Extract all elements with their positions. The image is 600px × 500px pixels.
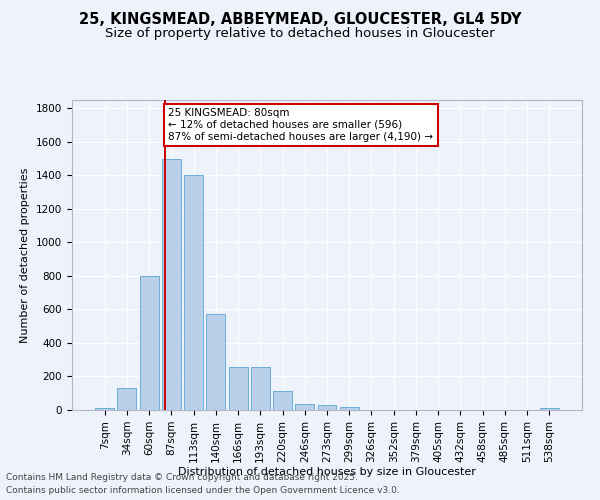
Bar bbox=[251, 368, 270, 410]
Text: Contains public sector information licensed under the Open Government Licence v3: Contains public sector information licen… bbox=[6, 486, 400, 495]
Bar bbox=[540, 408, 559, 410]
Bar bbox=[118, 388, 136, 410]
Bar bbox=[162, 158, 181, 410]
Bar bbox=[95, 408, 114, 410]
Bar bbox=[206, 314, 225, 410]
Bar bbox=[295, 404, 314, 410]
Bar bbox=[184, 176, 203, 410]
Text: Size of property relative to detached houses in Gloucester: Size of property relative to detached ho… bbox=[105, 28, 495, 40]
Bar bbox=[229, 368, 248, 410]
Bar bbox=[317, 405, 337, 410]
X-axis label: Distribution of detached houses by size in Gloucester: Distribution of detached houses by size … bbox=[178, 468, 476, 477]
Bar bbox=[340, 406, 359, 410]
Text: 25, KINGSMEAD, ABBEYMEAD, GLOUCESTER, GL4 5DY: 25, KINGSMEAD, ABBEYMEAD, GLOUCESTER, GL… bbox=[79, 12, 521, 28]
Text: Contains HM Land Registry data © Crown copyright and database right 2025.: Contains HM Land Registry data © Crown c… bbox=[6, 474, 358, 482]
Bar bbox=[273, 390, 292, 410]
Text: 25 KINGSMEAD: 80sqm
← 12% of detached houses are smaller (596)
87% of semi-detac: 25 KINGSMEAD: 80sqm ← 12% of detached ho… bbox=[169, 108, 433, 142]
Y-axis label: Number of detached properties: Number of detached properties bbox=[20, 168, 31, 342]
Bar bbox=[140, 276, 158, 410]
